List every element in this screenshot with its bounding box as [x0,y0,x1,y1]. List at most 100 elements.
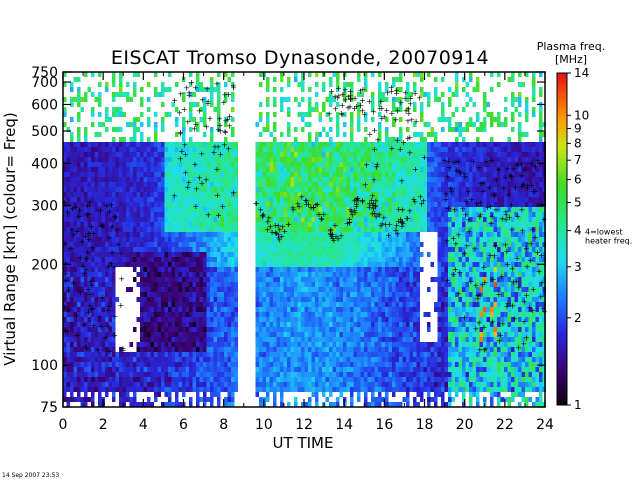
heatmap-cell [101,162,105,167]
heatmap-cell [63,207,67,212]
heatmap-cell [301,117,305,122]
heatmap-cell [322,367,326,372]
heatmap-cell [192,202,196,207]
heatmap-cell [329,172,333,177]
heatmap-cell [126,197,130,202]
heatmap-cell [133,182,137,187]
heatmap-cell [175,307,179,312]
heatmap-cell [301,222,305,227]
heatmap-cell [175,267,179,272]
heatmap-cell [210,132,214,137]
heatmap-cell [371,267,375,272]
heatmap-cell [94,182,98,187]
heatmap-cell [371,117,375,122]
heatmap-cell [210,397,214,402]
heatmap-cell [91,112,95,117]
heatmap-cell [280,252,284,257]
heatmap-cell [343,262,347,267]
heatmap-cell [70,212,74,217]
heatmap-cell [392,137,396,142]
heatmap-cell [213,252,217,257]
heatmap-cell [395,147,399,152]
heatmap-cell [185,212,189,217]
heatmap-cell [192,217,196,222]
heatmap-cell [140,187,144,192]
heatmap-cell [101,142,105,147]
heatmap-cell [276,337,280,342]
heatmap-cell [332,167,336,172]
heatmap-cell [168,357,172,362]
heatmap-cell [322,327,326,332]
heatmap-cell [182,292,186,297]
heatmap-cell [374,387,378,392]
heatmap-cell [318,242,322,247]
heatmap-cell [157,287,161,292]
heatmap-cell [91,347,95,352]
heatmap-cell [343,307,347,312]
heatmap-cell [280,227,284,232]
heatmap-cell [157,347,161,352]
heatmap-cell [168,302,172,307]
heatmap-cell [133,247,137,252]
heatmap-cell [280,307,284,312]
heatmap-cell [255,242,259,247]
heatmap-cell [343,97,347,102]
heatmap-cell [283,362,287,367]
heatmap-cell [388,312,392,317]
heatmap-cell [133,82,137,87]
heatmap-cell [322,372,326,377]
heatmap-cell [231,132,235,137]
heatmap-cell [140,87,144,92]
heatmap-cell [259,267,263,272]
heatmap-cell [315,322,319,327]
heatmap-cell [318,277,322,282]
heatmap-cell [157,362,161,367]
heatmap-cell [192,347,196,352]
heatmap-cell [63,347,67,352]
heatmap-cell [273,247,277,252]
heatmap-cell [154,162,158,167]
heatmap-cell [199,277,203,282]
heatmap-cell [273,87,277,92]
heatmap-cell [94,277,98,282]
heatmap-cell [357,77,361,82]
heatmap-cell [189,152,193,157]
heatmap-cell [315,402,319,407]
heatmap-cell [66,402,70,407]
heatmap-cell [315,377,319,382]
heatmap-cell [213,267,217,272]
heatmap-cell [259,147,263,152]
heatmap-cell [224,262,228,267]
heatmap-cell [329,207,333,212]
heatmap-cell [66,377,70,382]
heatmap-cell [287,82,291,87]
heatmap-cell [266,87,270,92]
heatmap-cell [392,267,396,272]
heatmap-cell [343,167,347,172]
heatmap-cell [73,332,77,337]
heatmap-cell [203,247,207,252]
heatmap-cell [280,167,284,172]
heatmap-cell [280,262,284,267]
heatmap-cell [175,362,179,367]
heatmap-cell [94,222,98,227]
heatmap-cell [325,267,329,272]
heatmap-cell [343,332,347,337]
heatmap-cell [115,362,119,367]
heatmap-cell [108,312,112,317]
heatmap-cell [126,152,130,157]
heatmap-cell [301,232,305,237]
heatmap-cell [91,297,95,302]
heatmap-cell [311,182,315,187]
heatmap-cell [217,397,221,402]
heatmap-cell [196,192,200,197]
heatmap-cell [133,137,137,142]
heatmap-cell [217,402,221,407]
heatmap-cell [178,197,182,202]
heatmap-cell [374,322,378,327]
heatmap-cell [154,87,158,92]
heatmap-cell [395,252,399,257]
heatmap-cell [294,237,298,242]
heatmap-cell [63,252,67,257]
heatmap-cell [122,352,126,357]
